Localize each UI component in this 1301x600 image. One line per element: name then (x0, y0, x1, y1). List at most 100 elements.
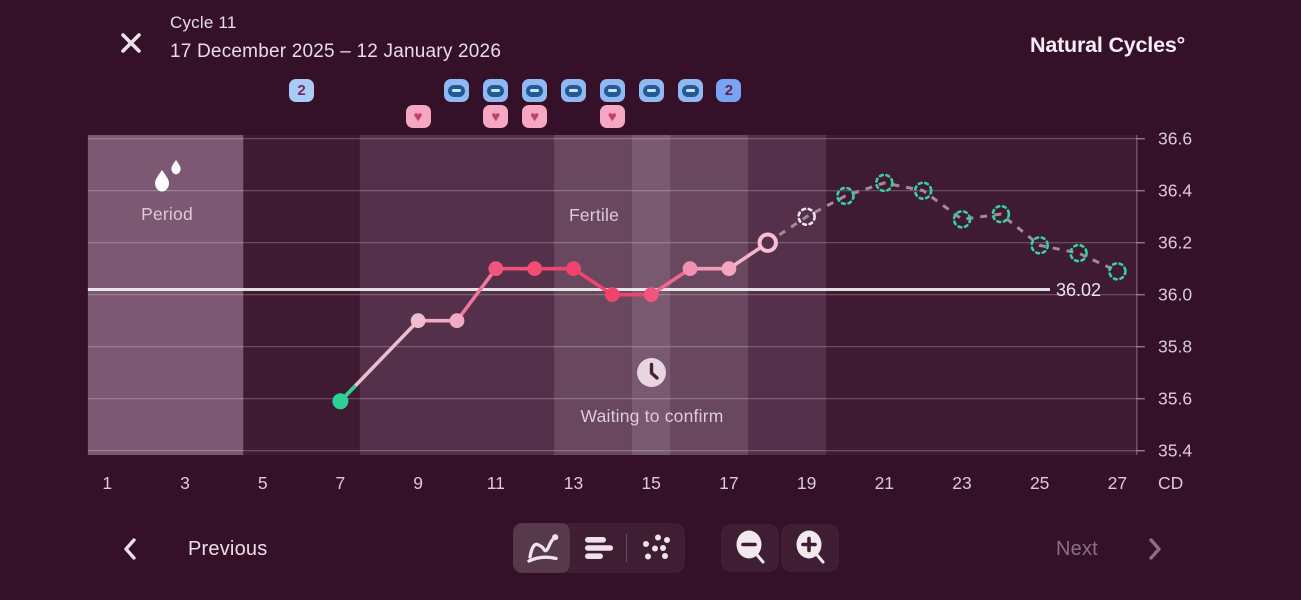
waiting-clock-icon (637, 358, 666, 387)
x-axis-unit-label: CD (1158, 473, 1183, 493)
minus-badge-day-15[interactable] (638, 79, 664, 102)
y-tick-label: 35.6 (1158, 389, 1192, 409)
minus-badge-day-14[interactable] (599, 79, 625, 102)
count-badge-day-6[interactable]: 2 (289, 79, 315, 102)
temp-dot-day-17[interactable] (721, 261, 737, 277)
x-tick-label-day-3: 3 (180, 473, 190, 493)
x-tick-label-day-19: 19 (797, 473, 816, 493)
y-tick-label: 35.4 (1158, 441, 1192, 461)
fertile-label: Fertile (568, 205, 620, 225)
heart-icon: ♥ (491, 108, 501, 126)
predicted-dot-day-27[interactable] (1108, 261, 1127, 281)
close-button[interactable] (114, 26, 148, 60)
minus-dash (569, 89, 578, 92)
chart-type-bars-button[interactable] (570, 523, 627, 573)
y-tick-label: 35.8 (1158, 337, 1192, 357)
chart-region-fertile-light-b (748, 135, 827, 455)
x-tick-label-day-7: 7 (336, 473, 346, 493)
predicted-dot-day-23[interactable] (952, 210, 972, 229)
temp-dot-open-day-18[interactable] (757, 232, 778, 253)
cycle-title: Cycle 11 (170, 13, 237, 32)
zoom-out-button[interactable] (721, 524, 779, 572)
heart-icon: ♥ (413, 108, 423, 126)
scatter-dots-icon (643, 534, 671, 560)
minus-badge-day-13[interactable] (561, 79, 586, 102)
temp-dot-day-11[interactable] (488, 261, 504, 277)
period-label: Period (141, 204, 193, 224)
minus-icon (603, 84, 621, 97)
measured-line-segment (649, 266, 692, 297)
heart-badge-day-9[interactable]: ♥ (405, 105, 431, 128)
x-tick-label-day-21: 21 (875, 473, 894, 493)
cycle-date-range: 17 December 2025 – 12 January 2026 (170, 41, 502, 62)
temp-dot-day-7[interactable] (332, 393, 349, 410)
chart-type-switcher (513, 523, 685, 573)
x-tick-label-day-17: 17 (719, 473, 738, 493)
next-cycle-button[interactable]: Next (1056, 527, 1165, 571)
heart-badge-day-14[interactable]: ♥ (599, 105, 625, 128)
chevron-right-icon (1149, 538, 1161, 560)
minus-dash (646, 89, 656, 92)
minus-icon (681, 84, 699, 97)
coverline-value-label: 36.02 (1056, 280, 1101, 300)
temp-dot-day-14[interactable] (604, 287, 620, 303)
x-tick-label-day-13: 13 (564, 473, 583, 493)
zoom-in-button[interactable] (781, 524, 839, 572)
temp-dot-day-15[interactable] (643, 287, 659, 303)
predicted-dot-day-21[interactable] (874, 173, 894, 193)
heart-badge-day-12[interactable]: ♥ (522, 105, 548, 128)
temp-dot-day-16[interactable] (682, 261, 698, 277)
y-tick-label: 36.6 (1158, 129, 1192, 149)
x-tick-label-day-11: 11 (487, 473, 505, 493)
x-tick-label-day-9: 9 (413, 473, 423, 493)
minus-dash (607, 89, 617, 92)
next-label: Next (1056, 537, 1098, 560)
x-tick-label-day-25: 25 (1030, 473, 1049, 493)
waiting-to-confirm-label: Waiting to confirm (580, 406, 724, 426)
predicted-dot-day-25[interactable] (1030, 236, 1049, 255)
predicted-dot-day-19[interactable] (797, 207, 816, 226)
minus-dash (452, 89, 462, 92)
close-icon (121, 33, 141, 53)
y-tick-label: 36.4 (1158, 181, 1192, 201)
predicted-dot-day-26[interactable] (1069, 243, 1088, 263)
y-tick-label: 36.2 (1158, 233, 1192, 253)
minus-badge-day-10[interactable] (444, 79, 470, 102)
minus-dash (685, 89, 695, 92)
temp-dot-day-12[interactable] (527, 261, 543, 277)
count-badge-day-17[interactable]: 2 (716, 79, 742, 102)
heart-badge-day-11[interactable]: ♥ (483, 105, 509, 128)
brand-logo: Natural Cycles° (1030, 33, 1185, 57)
predicted-dot-day-20[interactable] (836, 186, 855, 206)
line-chart-icon (527, 534, 558, 563)
temp-dot-day-10[interactable] (449, 313, 465, 329)
minus-dash (530, 89, 540, 92)
minus-badge-day-16[interactable] (677, 79, 703, 102)
x-tick-label-day-27: 27 (1108, 473, 1127, 493)
y-tick-label: 36.0 (1158, 285, 1192, 305)
x-tick-label-day-15: 15 (641, 473, 660, 493)
zoom-out-icon (736, 530, 765, 564)
segment-divider (626, 534, 627, 562)
temp-dot-day-9[interactable] (410, 313, 426, 329)
temp-dot-day-13[interactable] (566, 261, 581, 277)
predicted-dot-day-22[interactable] (913, 181, 933, 200)
minus-badge-day-12[interactable] (522, 79, 548, 102)
chart-region-fertile-med-b (670, 135, 749, 455)
minus-badge-day-11[interactable] (483, 79, 509, 102)
minus-icon (487, 84, 505, 97)
previous-label: Previous (188, 537, 268, 560)
measured-line-segment (455, 266, 498, 323)
predicted-dot-day-24[interactable] (991, 204, 1011, 224)
previous-cycle-button[interactable]: Previous (120, 527, 267, 571)
chart-type-line-button[interactable] (513, 523, 571, 573)
chart-region-fertile-light-a (359, 135, 555, 455)
count-badge-value: 2 (297, 82, 306, 99)
count-badge-value: 2 (724, 82, 734, 99)
chevron-left-icon (124, 538, 136, 560)
heart-icon: ♥ (530, 108, 540, 126)
x-tick-label-day-23: 23 (952, 473, 971, 493)
period-droplets-icon (155, 160, 181, 192)
chart-type-scatter-button[interactable] (628, 523, 685, 573)
